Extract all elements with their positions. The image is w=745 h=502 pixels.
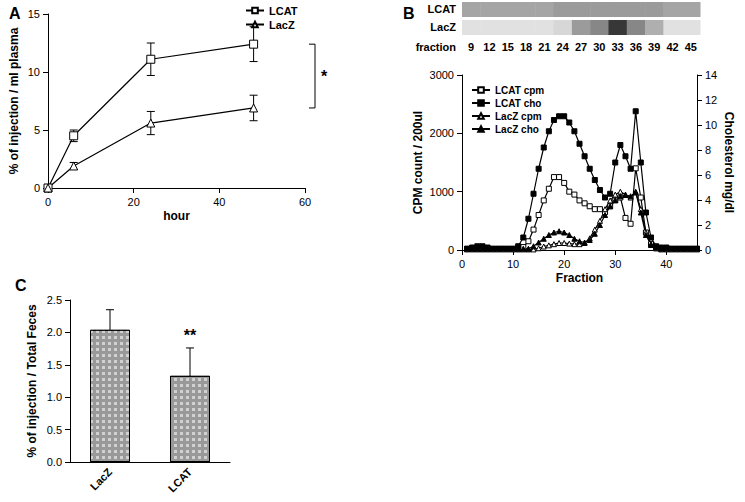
svg-text:21: 21 [538,41,550,53]
svg-text:0: 0 [705,244,711,256]
svg-text:42: 42 [666,41,678,53]
svg-text:10: 10 [507,258,519,270]
svg-text:2: 2 [705,219,711,231]
svg-text:LCAT: LCAT [269,5,298,17]
svg-text:2.0: 2.0 [47,326,62,338]
svg-text:1.0: 1.0 [47,391,62,403]
svg-text:60: 60 [299,196,311,208]
svg-text:C: C [15,277,27,294]
svg-text:LCAT cpm: LCAT cpm [495,85,544,96]
svg-text:0: 0 [448,244,454,256]
svg-text:LacZ: LacZ [430,21,456,33]
svg-text:Cholesterol mg/dl: Cholesterol mg/dl [722,112,736,213]
svg-text:12: 12 [705,94,717,106]
svg-text:15: 15 [502,41,514,53]
svg-text:5: 5 [34,124,40,136]
svg-text:20: 20 [128,196,140,208]
svg-text:45: 45 [685,41,697,53]
svg-text:40: 40 [213,196,225,208]
svg-text:LacZ cpm: LacZ cpm [495,111,542,122]
svg-text:10: 10 [28,66,40,78]
svg-text:27: 27 [575,41,587,53]
svg-text:0.0: 0.0 [47,456,62,468]
svg-text:30: 30 [593,41,605,53]
svg-text:2.5: 2.5 [47,294,62,306]
svg-text:hour: hour [163,209,190,223]
svg-text:LacZ cho: LacZ cho [495,124,539,135]
svg-text:30: 30 [609,258,621,270]
svg-text:% of injection / ml plasma: % of injection / ml plasma [7,27,21,174]
svg-text:fraction: fraction [416,41,457,53]
svg-text:3000: 3000 [430,69,454,81]
svg-text:0: 0 [45,196,51,208]
svg-text:8: 8 [705,144,711,156]
svg-text:LacZ: LacZ [88,466,115,493]
svg-text:20: 20 [558,258,570,270]
svg-text:24: 24 [557,41,570,53]
svg-text:14: 14 [705,69,717,81]
svg-text:Fraction: Fraction [556,271,603,285]
svg-text:39: 39 [648,41,660,53]
svg-text:LCAT: LCAT [427,3,456,15]
svg-text:33: 33 [611,41,623,53]
svg-text:9: 9 [468,41,474,53]
svg-text:0.5: 0.5 [47,424,62,436]
svg-text:LCAT cho: LCAT cho [495,98,541,109]
svg-text:1000: 1000 [430,186,454,198]
svg-text:4: 4 [705,194,711,206]
svg-text:CPM count / 200ul: CPM count / 200ul [411,111,425,214]
svg-text:10: 10 [705,119,717,131]
svg-text:12: 12 [483,41,495,53]
svg-text:LacZ: LacZ [269,19,295,31]
svg-text:0: 0 [34,182,40,194]
svg-text:A: A [9,5,21,22]
svg-text:40: 40 [660,258,672,270]
svg-text:0: 0 [459,258,465,270]
svg-text:15: 15 [28,8,40,20]
svg-text:18: 18 [520,41,532,53]
svg-text:LCAT: LCAT [166,466,195,495]
svg-text:36: 36 [630,41,642,53]
svg-text:B: B [403,5,415,22]
svg-text:**: ** [184,327,197,344]
svg-text:6: 6 [705,169,711,181]
svg-text:% of injection / Total Feces: % of injection / Total Feces [25,304,39,457]
svg-text:2000: 2000 [430,127,454,139]
svg-text:*: * [321,68,328,85]
svg-text:1.5: 1.5 [47,359,62,371]
